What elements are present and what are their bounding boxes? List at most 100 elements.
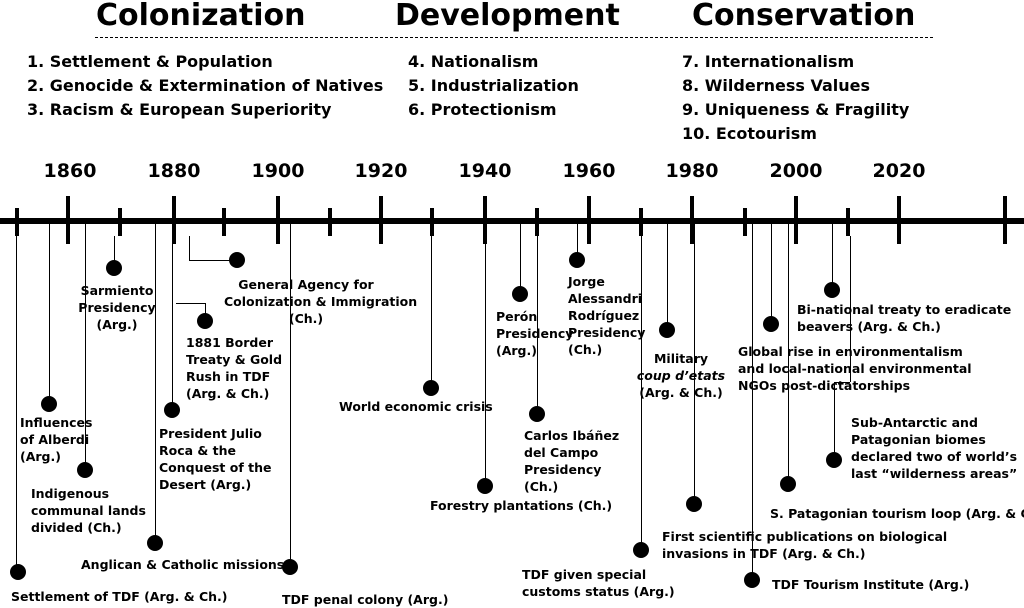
event-label-beaver-treaty: Bi-national treaty to eradicate beavers … — [797, 301, 1011, 335]
event-leader-line — [189, 260, 237, 261]
axis-tick-minor — [535, 208, 539, 236]
label-line: del Campo — [524, 445, 599, 460]
era-development: Development — [395, 0, 620, 33]
year-label: 1880 — [147, 160, 201, 182]
event-marker — [147, 535, 163, 551]
label-line: customs status (Arg.) — [522, 584, 675, 599]
event-leader-line — [290, 224, 291, 567]
axis-tick-major — [379, 196, 383, 244]
event-label-ibanez: Carlos Ibáñez del Campo Presidency (Ch.) — [524, 427, 619, 495]
event-marker — [10, 564, 26, 580]
theme-item: 10. Ecotourism — [682, 124, 817, 143]
label-line: Presidency — [568, 325, 646, 340]
event-label-indigenous-lands: Indigenous communal lands divided (Ch.) — [31, 485, 146, 536]
label-line: TDF given special — [522, 567, 647, 582]
event-leader-line — [850, 236, 851, 382]
label-line: last “wilderness areas” — [851, 466, 1018, 481]
event-marker — [659, 322, 675, 338]
label-line: Global rise in environmentalism — [738, 344, 963, 359]
axis-tick-major — [276, 196, 280, 244]
year-label: 2000 — [769, 160, 823, 182]
event-marker — [282, 559, 298, 575]
event-label-economic-crisis: World economic crisis — [339, 399, 493, 414]
event-leader-line — [176, 303, 206, 304]
theme-item: 9. Uniqueness & Fragility — [682, 100, 910, 119]
event-leader-line — [537, 224, 538, 414]
label-line: Presidency — [524, 462, 602, 477]
event-leader-line — [114, 236, 115, 268]
era-conservation: Conservation — [692, 0, 916, 33]
event-leader-line — [577, 224, 578, 260]
event-leader-line — [771, 224, 772, 324]
event-marker — [423, 380, 439, 396]
year-label: 1980 — [665, 160, 719, 182]
event-leader-line — [788, 224, 789, 484]
year-label: 2020 — [872, 160, 926, 182]
event-marker — [744, 572, 760, 588]
event-marker — [229, 252, 245, 268]
event-leader-line — [641, 224, 642, 550]
label-line: Perón — [496, 309, 538, 324]
event-marker — [477, 478, 493, 494]
event-label-scientific-publications: First scientific publications on biologi… — [662, 528, 947, 562]
event-marker — [529, 406, 545, 422]
label-line: divided (Ch.) — [31, 520, 122, 535]
event-label-customs-status: TDF given special customs status (Arg.) — [522, 566, 675, 600]
event-label-tourism-institute: TDF Tourism Institute (Arg.) — [772, 577, 970, 592]
axis-tick-major — [897, 196, 901, 244]
year-label: 1940 — [458, 160, 512, 182]
axis-tick-minor — [222, 208, 226, 236]
label-line: (Ch.) — [288, 311, 324, 326]
event-marker — [569, 252, 585, 268]
label-line: Rodríguez — [568, 308, 640, 323]
label-line: (Arg.) — [96, 317, 138, 332]
label-line: NGOs post-dictatorships — [738, 378, 911, 393]
event-label-military-coups: Military coup d’etats (Arg. & Ch.) — [636, 350, 726, 401]
label-line: 1881 Border — [186, 335, 274, 350]
event-marker — [633, 542, 649, 558]
event-label-forestry: Forestry plantations (Ch.) — [430, 498, 613, 513]
axis-tick-major — [690, 196, 694, 244]
label-line: Colonization & Immigration — [224, 294, 418, 309]
label-line: Influences — [20, 415, 93, 430]
event-leader-line — [155, 224, 156, 543]
event-label-sarmiento: Sarmiento Presidency (Arg.) — [74, 282, 160, 333]
event-label-tourism-loop: S. Patagonian tourism loop (Arg. & Ch.) — [770, 506, 1024, 521]
event-marker — [77, 462, 93, 478]
event-label-roca: President Julio Roca & the Conquest of t… — [159, 425, 271, 493]
label-line: and local-national environmental — [738, 361, 972, 376]
label-line: of Alberdi — [20, 432, 90, 447]
era-colonization: Colonization — [96, 0, 306, 33]
label-line: Conquest of the — [159, 460, 272, 475]
axis-tick-minor — [15, 208, 19, 236]
event-label-alessandri: Jorge Alessandri Rodríguez Presidency (C… — [568, 273, 645, 358]
theme-item: 3. Racism & European Superiority — [27, 100, 332, 119]
event-marker — [41, 396, 57, 412]
theme-item: 7. Internationalism — [682, 52, 855, 71]
label-line: (Arg.) — [20, 449, 61, 464]
event-leader-line — [485, 224, 486, 486]
label-line: Patagonian biomes — [851, 432, 986, 447]
event-marker — [763, 316, 779, 332]
label-line: President Julio — [159, 426, 262, 441]
event-leader-line — [189, 236, 190, 260]
axis-tick-minor — [743, 208, 747, 236]
label-line: (Ch.) — [568, 342, 603, 357]
event-label-settlement-tdf: Settlement of TDF (Arg. & Ch.) — [11, 589, 228, 604]
label-line: (Ch.) — [524, 479, 559, 494]
axis-tick-major — [587, 196, 591, 244]
event-leader-line — [694, 224, 695, 504]
event-label-penal-colony: TDF penal colony (Arg.) — [282, 592, 449, 607]
label-line: Military — [653, 351, 709, 366]
year-label: 1960 — [562, 160, 616, 182]
axis-tick-major — [794, 196, 798, 244]
event-leader-line — [834, 382, 835, 460]
event-label-alberdi: Influences of Alberdi (Arg.) — [20, 414, 92, 465]
label-line: Bi-national treaty to eradicate — [797, 302, 1012, 317]
event-marker — [164, 402, 180, 418]
label-line: Carlos Ibáñez — [524, 428, 620, 443]
label-line: Desert (Arg.) — [159, 477, 252, 492]
axis-tick-major — [66, 196, 70, 244]
event-label-peron: Perón Presidency (Arg.) — [496, 308, 573, 359]
label-line: General Agency for — [238, 277, 374, 292]
